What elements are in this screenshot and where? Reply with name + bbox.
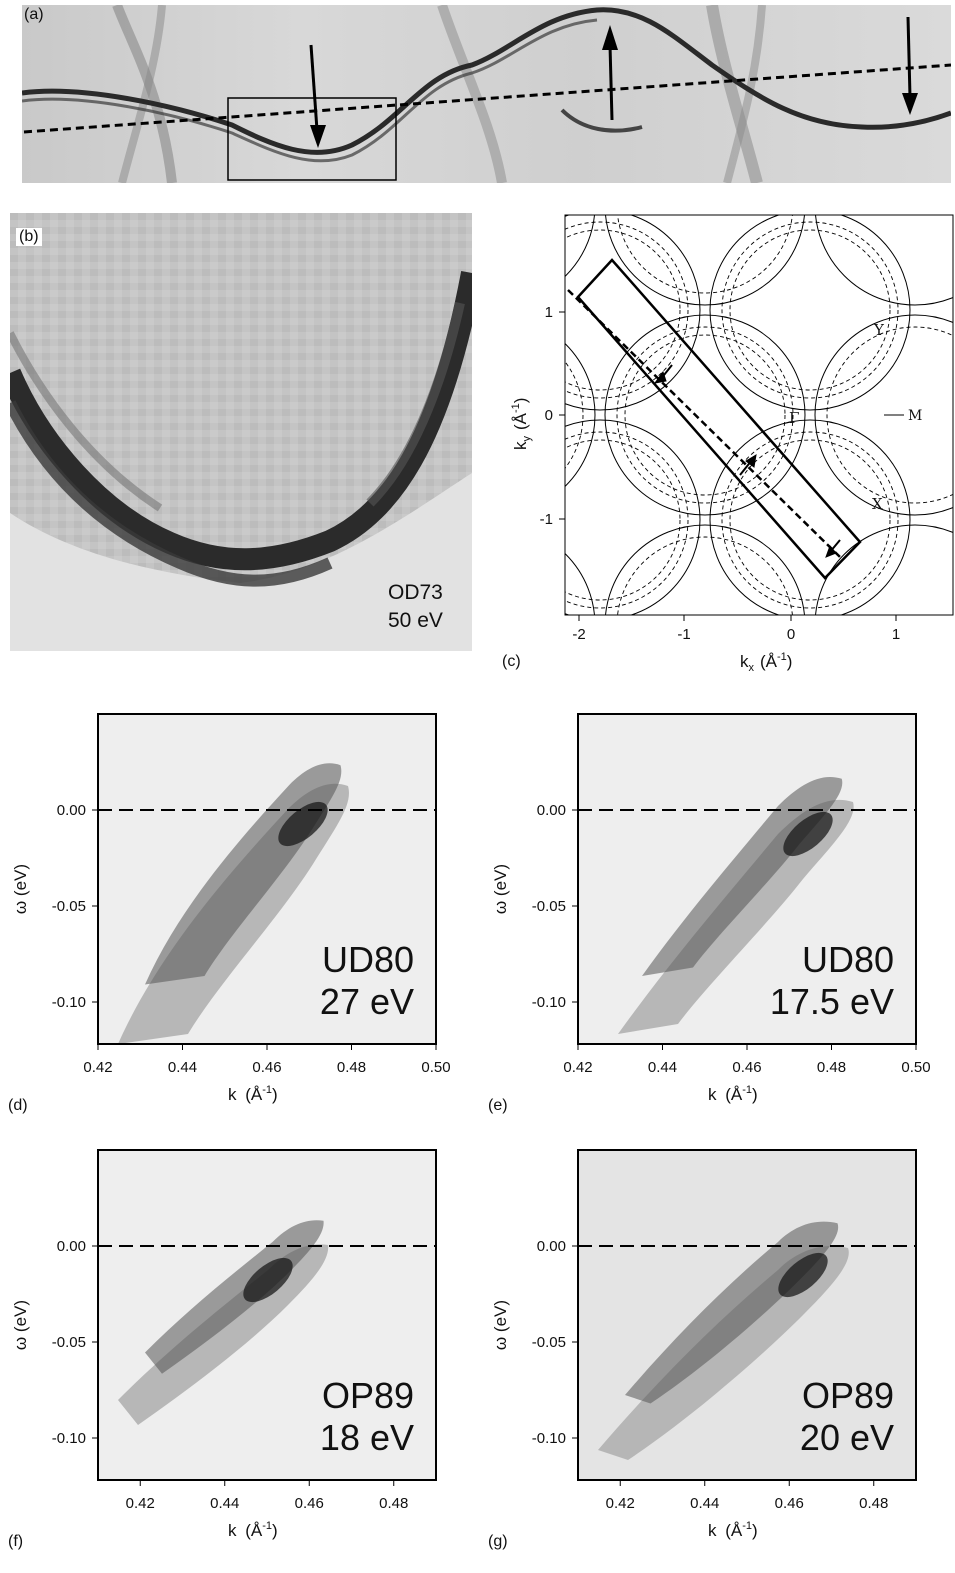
panel-label: (f) (8, 1533, 23, 1550)
panel-b-image: OD73 50 eV (0, 213, 483, 651)
sample-name: OP89 (802, 1375, 894, 1416)
x-axis-label: k (Å-1) (228, 1520, 278, 1540)
x-tick-label: 0.48 (379, 1495, 408, 1512)
x-tick-label: 0.48 (337, 1059, 366, 1076)
spectral-band (598, 1246, 849, 1460)
y-tick-label: 0.00 (57, 1238, 86, 1255)
c-ytick: -1 (540, 511, 553, 528)
x-tick-label: 0.42 (563, 1059, 592, 1076)
y-tick-label: -0.10 (52, 994, 86, 1011)
c-xlabel: kx (Å-1) (740, 651, 792, 674)
y-tick-label: -0.10 (532, 994, 566, 1011)
x-tick-label: 0.44 (648, 1059, 677, 1076)
y-tick-label: 0.00 (537, 802, 566, 819)
c-ylabel: ky(Å-1) (510, 398, 533, 450)
y-tick-label: -0.10 (532, 1430, 566, 1447)
y-tick-label: -0.05 (52, 1334, 86, 1351)
photon-energy: 17.5 eV (770, 981, 894, 1022)
y-axis-label: ω (eV) (491, 1300, 510, 1350)
x-tick-label: 0.46 (295, 1495, 324, 1512)
photon-energy: 27 eV (320, 981, 414, 1022)
x-tick-label: 0.48 (859, 1495, 888, 1512)
panel-b-sample: OD73 (388, 581, 443, 604)
x-tick-label: 0.50 (901, 1059, 930, 1076)
panel-label: (e) (488, 1097, 508, 1114)
x-axis-label: k (Å-1) (228, 1084, 278, 1104)
x-tick-label: 0.46 (775, 1495, 804, 1512)
panel-a-image (21, 3, 952, 185)
sample-name: UD80 (322, 939, 414, 980)
c-xtick: -2 (572, 626, 585, 643)
y-tick-label: -0.10 (52, 1430, 86, 1447)
x-tick-label: 0.48 (817, 1059, 846, 1076)
x-tick-label: 0.50 (421, 1059, 450, 1076)
point-M-label: M (908, 408, 922, 424)
point-gamma-label: Γ (789, 409, 799, 427)
x-axis-label: k (Å-1) (708, 1520, 758, 1540)
x-tick-label: 0.46 (252, 1059, 281, 1076)
photon-energy: 20 eV (800, 1417, 894, 1458)
panel-label: (g) (488, 1533, 508, 1550)
x-tick-label: 0.42 (126, 1495, 155, 1512)
y-tick-label: -0.05 (532, 898, 566, 915)
y-tick-label: 0.00 (537, 1238, 566, 1255)
x-tick-label: 0.46 (732, 1059, 761, 1076)
panel-label: (d) (8, 1097, 28, 1114)
y-axis-label: ω (eV) (11, 864, 30, 914)
c-ytick: 0 (545, 407, 553, 424)
photon-energy: 18 eV (320, 1417, 414, 1458)
c-ytick: 1 (545, 304, 553, 321)
x-tick-label: 0.44 (210, 1495, 239, 1512)
x-axis-label: k (Å-1) (708, 1084, 758, 1104)
c-xtick: 1 (892, 626, 900, 643)
x-tick-label: 0.44 (690, 1495, 719, 1512)
panel-b-label: (b) (16, 228, 42, 246)
panel-c-label: (c) (502, 653, 521, 670)
panel-d: 0.00 -0.05 -0.10 0.42 0.44 0.46 0.48 0.50 ω (eV)… (0, 712, 470, 1132)
y-tick-label: 0.00 (57, 802, 86, 819)
y-axis-label: ω (eV) (491, 864, 510, 914)
c-xtick: 0 (787, 626, 795, 643)
panel-c-plot: Y Γ M X -2 -1 0 1 1 0 -1 kx (Å-1) ky(Å-1) (500, 205, 955, 695)
c-xtick: -1 (677, 626, 690, 643)
sample-name: OP89 (322, 1375, 414, 1416)
x-tick-label: 0.42 (606, 1495, 635, 1512)
x-tick-label: 0.42 (83, 1059, 112, 1076)
y-tick-label: -0.05 (52, 898, 86, 915)
panel-b-energy: 50 eV (388, 609, 443, 632)
sample-name: UD80 (802, 939, 894, 980)
panel-g: 0.00 -0.05 -0.10 0.42 0.44 0.46 0.48 ω (eV) k (Å… (480, 1148, 950, 1568)
panel-a-label: (a) (24, 6, 44, 23)
panel-e: 0.00 -0.05 -0.10 0.42 0.44 0.46 0.48 0.50 ω (eV)… (480, 712, 950, 1132)
x-tick-label: 0.44 (168, 1059, 197, 1076)
panel-f: 0.00 -0.05 -0.10 0.42 0.44 0.46 0.48 ω (eV) k (Å… (0, 1148, 470, 1568)
y-axis-label: ω (eV) (11, 1300, 30, 1350)
point-Y-label: Y (873, 321, 885, 339)
point-X-label: X (872, 495, 883, 513)
y-tick-label: -0.05 (532, 1334, 566, 1351)
